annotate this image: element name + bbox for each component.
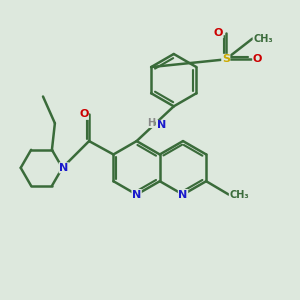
Text: CH₃: CH₃ xyxy=(230,190,249,200)
Text: N: N xyxy=(132,190,141,200)
Text: N: N xyxy=(178,190,188,200)
Text: CH₃: CH₃ xyxy=(253,34,273,44)
Text: O: O xyxy=(214,28,223,38)
Text: O: O xyxy=(79,109,88,119)
Text: S: S xyxy=(222,54,230,64)
Text: N: N xyxy=(157,121,166,130)
Text: O: O xyxy=(253,54,262,64)
Text: H: H xyxy=(147,118,155,128)
Text: N: N xyxy=(59,163,68,173)
